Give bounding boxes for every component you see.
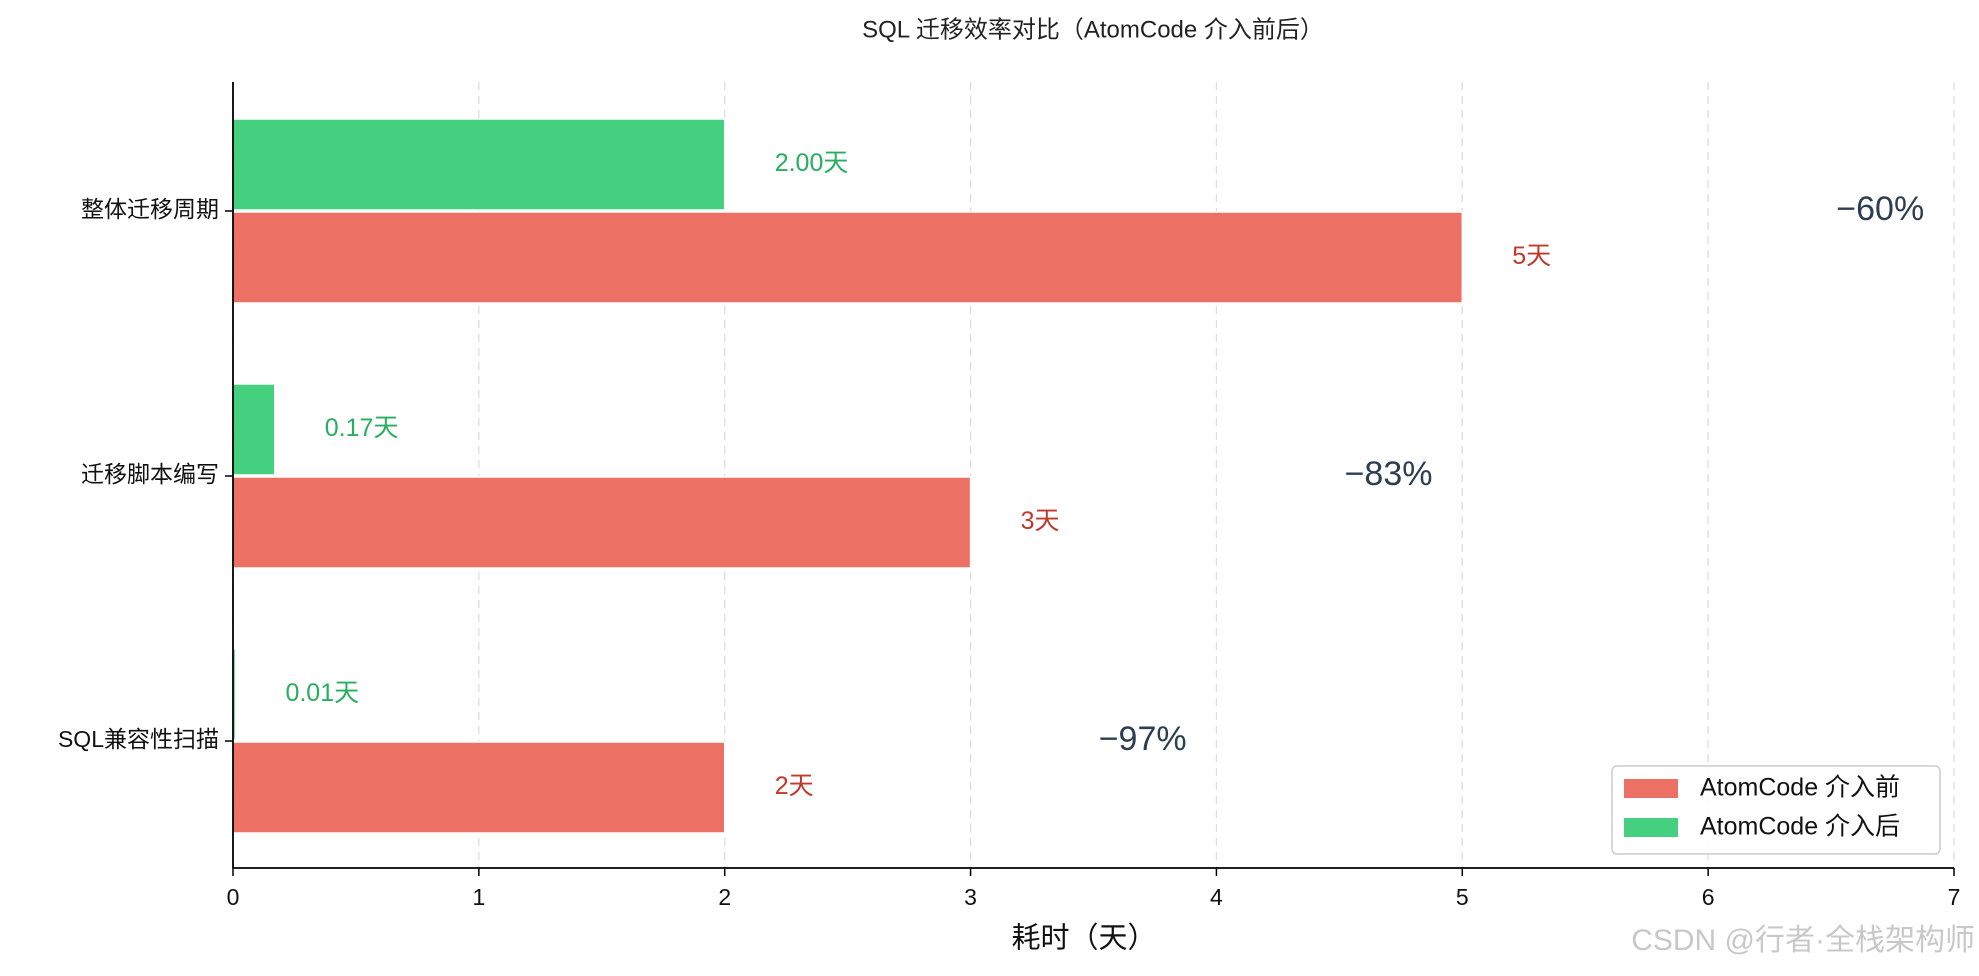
bar xyxy=(232,383,276,476)
x-tick-label: 3 xyxy=(964,884,977,910)
value-label: 2.00天 xyxy=(775,149,849,177)
bar xyxy=(232,118,726,211)
x-tick-label: 4 xyxy=(1210,884,1223,910)
x-tick-label: 0 xyxy=(227,884,240,910)
legend-swatch xyxy=(1624,779,1678,798)
chart-title: SQL 迁移效率对比（AtomCode 介入前后） xyxy=(862,16,1324,43)
value-label: 0.01天 xyxy=(285,679,359,707)
y-tick-label: 整体迁移周期 xyxy=(81,196,219,222)
watermark: CSDN @行者·全栈架构师 xyxy=(1631,924,1975,957)
annotation: −60% xyxy=(1836,190,1924,228)
legend: AtomCode 介入前 AtomCode 介入后 xyxy=(1611,765,1941,855)
annotation: −97% xyxy=(1099,720,1187,758)
legend-frame xyxy=(1611,765,1941,855)
value-label: 0.17天 xyxy=(325,414,399,442)
legend-label: AtomCode 介入前 xyxy=(1700,774,1900,802)
bar xyxy=(232,741,726,834)
x-tick-label: 5 xyxy=(1456,884,1469,910)
value-label: 5天 xyxy=(1512,242,1551,270)
x-axis-label: 耗时（天） xyxy=(1011,922,1156,955)
legend-label: AtomCode 介入后 xyxy=(1700,813,1900,841)
bar xyxy=(232,476,972,569)
legend-swatch xyxy=(1624,818,1678,837)
x-tick-label: 6 xyxy=(1702,884,1715,910)
annotation: −83% xyxy=(1345,455,1433,493)
y-tick-label: SQL兼容性扫描 xyxy=(58,726,219,752)
x-tick-label: 7 xyxy=(1948,884,1961,910)
y-tick-label: 迁移脚本编写 xyxy=(81,461,219,487)
x-tick-label: 2 xyxy=(718,884,731,910)
value-label: 2天 xyxy=(775,772,814,800)
bar xyxy=(232,211,1464,304)
value-label: 3天 xyxy=(1021,507,1060,535)
x-tick-label: 1 xyxy=(472,884,485,910)
